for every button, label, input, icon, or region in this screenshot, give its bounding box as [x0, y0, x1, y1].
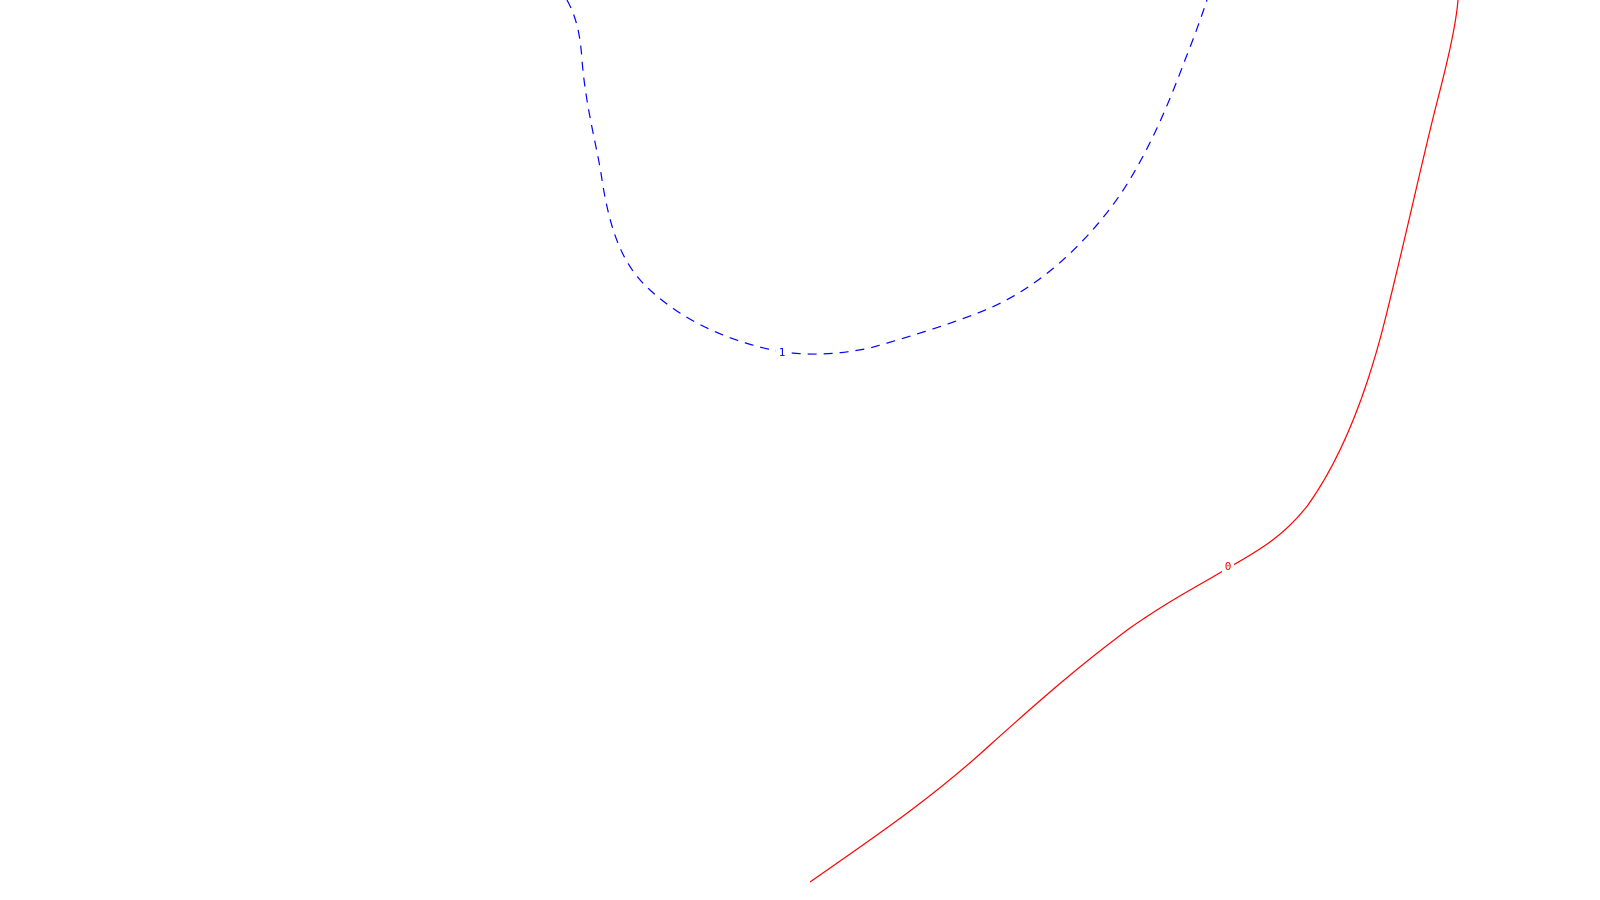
- contour-level-1: 1: [566, 0, 1208, 359]
- contour-level-0: 0: [809, 0, 1459, 883]
- contour-line-level-0: [809, 0, 1459, 883]
- contour-label-background-0: [1222, 559, 1234, 573]
- contour-label-level-0: 0: [1225, 560, 1232, 573]
- contour-line-level-1: [566, 0, 1208, 355]
- contour-label-level-1: 1: [779, 346, 786, 359]
- contour-label-background-1: [776, 345, 788, 359]
